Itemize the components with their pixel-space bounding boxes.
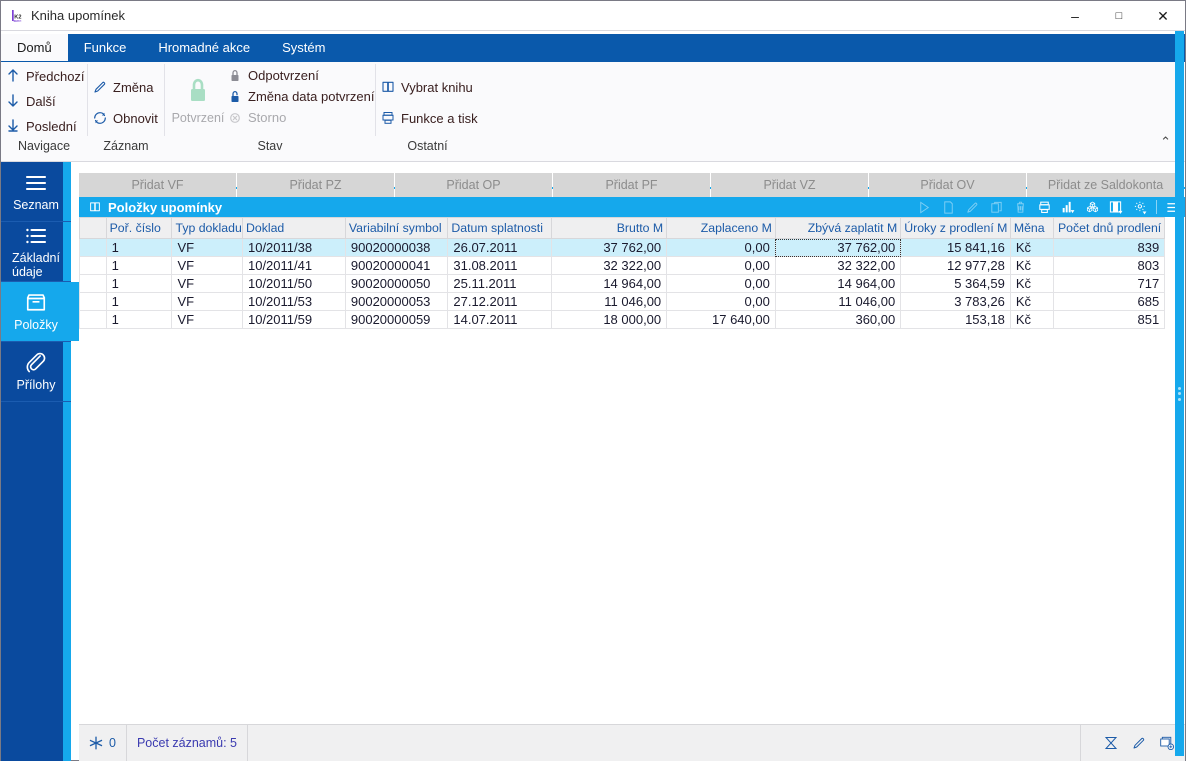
svg-text:K2: K2 [14, 14, 21, 20]
